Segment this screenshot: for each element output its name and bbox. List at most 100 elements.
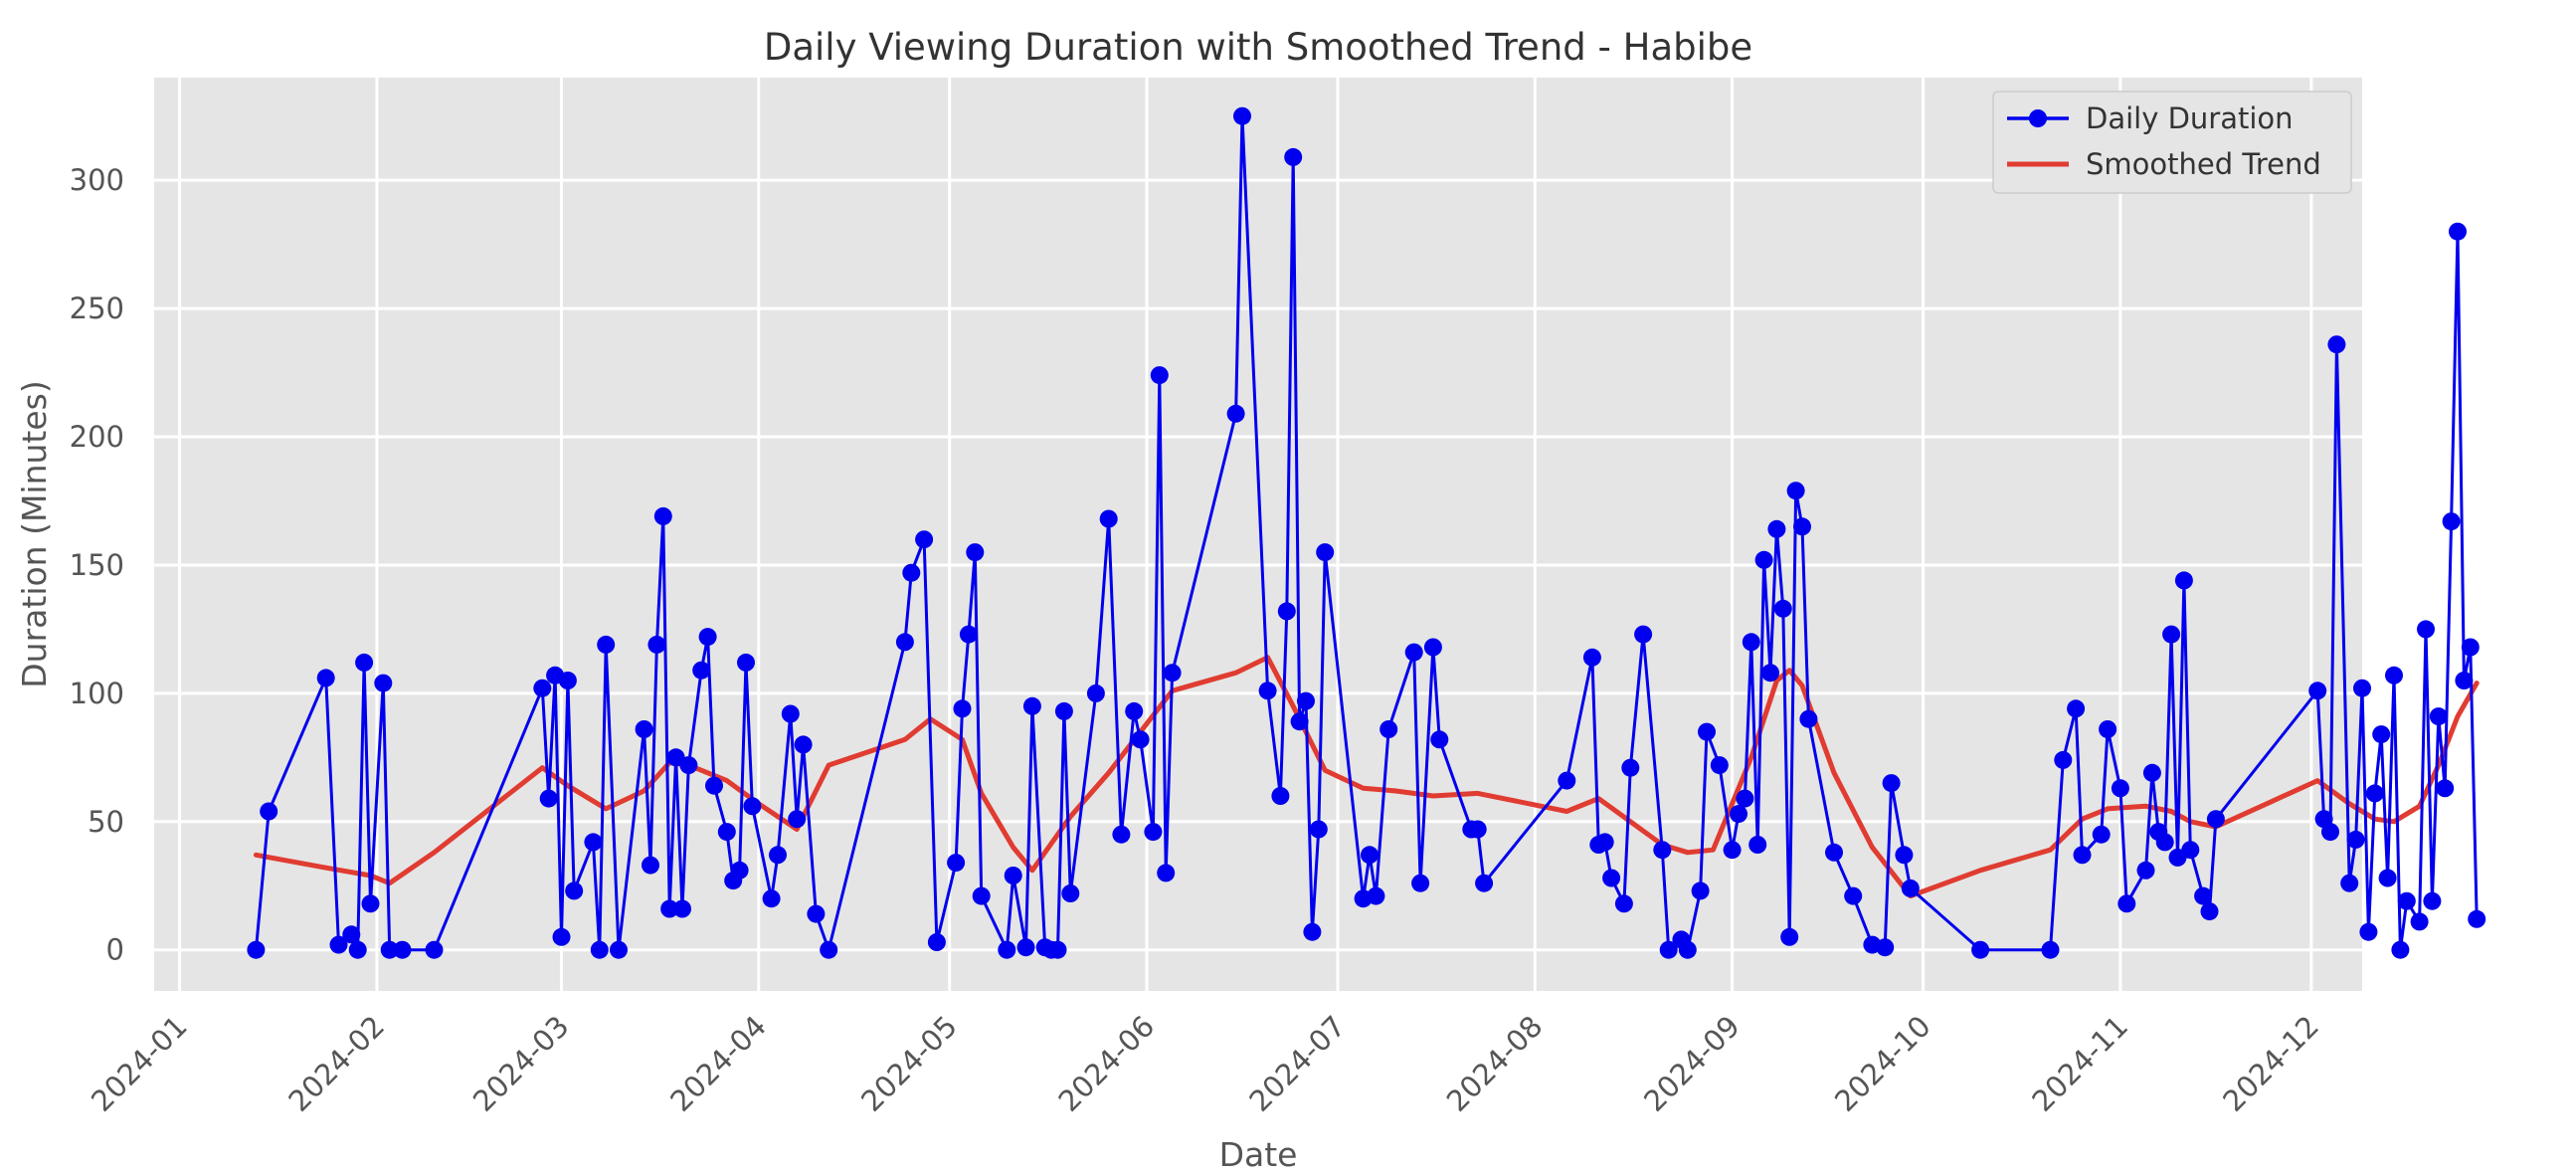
daily-duration-point [1582, 648, 1601, 667]
daily-duration-point [348, 940, 367, 959]
daily-duration-point [1773, 599, 1792, 618]
daily-duration-point [2353, 679, 2371, 697]
daily-duration-point [1844, 886, 1863, 905]
daily-duration-point [660, 899, 679, 918]
y-tick-label: 100 [70, 677, 124, 710]
daily-duration-point [737, 653, 755, 672]
daily-duration-point [1284, 147, 1303, 166]
daily-duration-point [558, 672, 577, 689]
daily-duration-point [1430, 730, 1449, 749]
daily-duration-series [247, 106, 2486, 959]
daily-duration-point [2468, 909, 2486, 928]
y-tick-label: 250 [70, 292, 124, 325]
daily-duration-point [2067, 699, 2086, 718]
daily-duration-point [2385, 666, 2403, 685]
daily-duration-point [374, 674, 393, 692]
daily-duration-point [1723, 841, 1742, 860]
daily-duration-point [260, 802, 278, 821]
daily-duration-point [2181, 841, 2200, 860]
daily-duration-point [1825, 843, 1843, 862]
daily-duration-point [1125, 701, 1144, 720]
y-tick-label: 150 [70, 548, 124, 582]
daily-duration-point [820, 940, 838, 959]
legend-box [1992, 91, 2352, 194]
daily-duration-point [2423, 891, 2442, 910]
daily-duration-point [1901, 879, 1920, 897]
y-tick-label: 50 [88, 805, 124, 839]
daily-duration-point [947, 854, 966, 873]
daily-duration-point [2041, 940, 2060, 959]
daily-duration-point [1558, 771, 1576, 790]
daily-duration-point [1316, 543, 1335, 562]
daily-duration-point [788, 810, 807, 829]
plot-area [154, 78, 2362, 991]
daily-duration-point [1678, 940, 1697, 959]
y-tick-label: 0 [106, 933, 124, 967]
daily-duration-point [953, 699, 972, 718]
daily-duration-point [1710, 756, 1729, 775]
daily-duration-point [1290, 712, 1309, 731]
daily-duration-point [1698, 722, 1716, 741]
daily-duration-point [1112, 825, 1131, 844]
daily-duration-point [2206, 810, 2225, 829]
daily-duration-point [1233, 106, 1251, 125]
daily-duration-point [1423, 638, 1442, 657]
daily-duration-point [2155, 833, 2174, 852]
daily-duration-point [1016, 938, 1035, 957]
legend-smoothed-trend-label: Smoothed Trend [2086, 147, 2321, 181]
daily-duration-point [927, 933, 946, 951]
daily-duration-point [2321, 823, 2339, 842]
daily-duration-point [915, 530, 934, 549]
daily-duration-point [1691, 881, 1710, 900]
daily-duration-point [1157, 864, 1176, 882]
daily-duration-point [2174, 571, 2193, 590]
legend-daily-duration-label: Daily Duration [2086, 101, 2294, 135]
daily-duration-point [679, 756, 698, 775]
daily-duration-point [1086, 684, 1105, 702]
daily-duration-point [584, 833, 603, 852]
daily-duration-point [2111, 779, 2129, 798]
daily-duration-point [2455, 672, 2474, 689]
daily-duration-point [2340, 874, 2359, 892]
daily-duration-point [597, 635, 616, 654]
y-tick-label: 300 [70, 163, 124, 197]
daily-duration-point [1150, 366, 1169, 385]
daily-duration-point [2359, 922, 2378, 941]
daily-duration-point [698, 628, 717, 647]
daily-duration-point [1309, 820, 1328, 839]
daily-duration-point [1297, 691, 1315, 710]
daily-duration-point [2054, 750, 2073, 769]
daily-duration-point [653, 506, 672, 525]
daily-duration-point [2142, 763, 2161, 782]
daily-duration-point [730, 861, 749, 880]
daily-duration-point [1277, 602, 1296, 621]
daily-duration-point [1131, 730, 1150, 749]
daily-duration-point [2346, 830, 2365, 849]
daily-duration-point [2194, 886, 2213, 905]
daily-duration-point [1761, 664, 1779, 683]
daily-duration-point [590, 940, 609, 959]
daily-duration-point [1876, 938, 1895, 957]
legend-daily-duration-marker [2029, 109, 2047, 127]
daily-duration-point [1634, 625, 1653, 644]
daily-duration-point [1736, 789, 1754, 808]
daily-duration-point [1099, 509, 1118, 528]
daily-duration-point [552, 927, 571, 946]
daily-duration-point [1659, 940, 1678, 959]
daily-duration-point [998, 940, 1016, 959]
daily-duration-point [966, 543, 985, 562]
daily-duration-point [342, 925, 361, 944]
y-axis-label: Duration (Minutes) [15, 380, 54, 687]
daily-duration-point [1475, 874, 1494, 892]
daily-duration-point [533, 679, 552, 697]
daily-duration-point [902, 563, 921, 582]
daily-duration-point [769, 846, 787, 865]
daily-duration-point [2461, 638, 2480, 657]
daily-duration-point [1754, 550, 1773, 569]
daily-duration-point [1730, 805, 1748, 824]
daily-duration-point [1971, 940, 1990, 959]
legend: Daily Duration Smoothed Trend [1992, 91, 2352, 194]
daily-duration-point [2429, 707, 2448, 726]
daily-duration-point [2136, 861, 2155, 880]
daily-duration-point [1621, 758, 1640, 777]
